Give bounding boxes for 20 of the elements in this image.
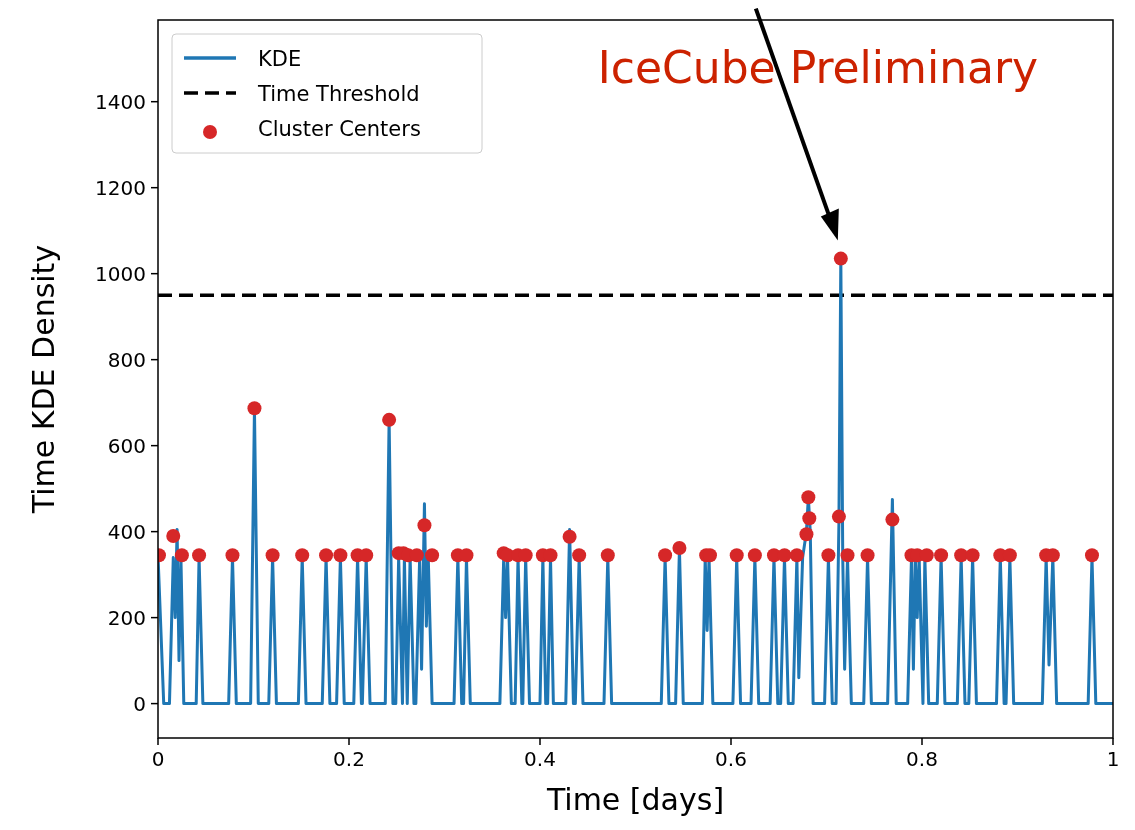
- y-tick-label: 1000: [95, 261, 146, 286]
- y-tick-label: 0: [133, 691, 146, 716]
- y-tick-label: 600: [107, 433, 146, 458]
- y-tick-label: 1200: [95, 175, 146, 200]
- legend-label: Cluster Centers: [258, 117, 421, 141]
- annotation: IceCube Preliminary: [597, 41, 1039, 93]
- y-axis-title: Time KDE Density: [26, 244, 61, 515]
- x-tick-label: 0: [151, 747, 165, 771]
- x-tick-label: 0.6: [715, 747, 747, 771]
- x-tick-label: 0.4: [524, 747, 556, 771]
- x-axis-title: Time [days]: [545, 782, 725, 817]
- x-tick-label: 0.2: [333, 747, 365, 771]
- y-tick-label: 400: [107, 519, 146, 544]
- x-tick-label: 1: [1106, 747, 1120, 771]
- y-tick-label: 1400: [95, 89, 146, 114]
- legend-label: Time Threshold: [257, 82, 420, 106]
- y-tick-label: 800: [107, 347, 146, 372]
- x-tick-label: 0.8: [906, 747, 938, 771]
- legend-label: KDE: [258, 47, 302, 71]
- y-tick-label: 200: [107, 605, 146, 630]
